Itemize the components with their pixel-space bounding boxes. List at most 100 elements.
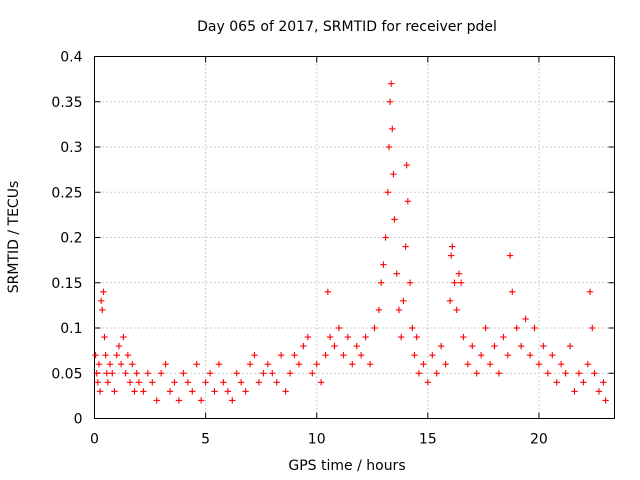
data-point [309, 370, 316, 377]
y-tick-label: 0.4 [60, 50, 82, 66]
data-point [415, 370, 423, 377]
data-point [273, 379, 280, 386]
data-point [317, 379, 325, 386]
data-point [433, 370, 440, 377]
data-point [340, 351, 347, 359]
data-point [384, 189, 392, 196]
data-point [295, 361, 303, 368]
y-tick-label: 0.15 [51, 276, 82, 292]
data-point [562, 370, 569, 377]
data-point [517, 342, 525, 350]
data-point [500, 333, 507, 341]
data-point [99, 306, 106, 314]
data-point [101, 333, 108, 341]
data-point [393, 270, 400, 277]
data-point [106, 361, 114, 368]
data-point [464, 361, 472, 368]
data-point [413, 333, 420, 341]
data-point [442, 361, 449, 368]
y-tick-label: 0.05 [51, 366, 82, 382]
data-point [404, 198, 412, 205]
data-point [255, 379, 263, 386]
data-point [513, 324, 520, 332]
data-point [506, 252, 514, 259]
data-point [322, 351, 329, 359]
data-point [171, 379, 178, 386]
data-point [371, 324, 378, 332]
x-tick-label: 20 [530, 432, 548, 448]
x-tick-label: 5 [201, 432, 210, 448]
data-point [455, 270, 463, 277]
data-point [429, 351, 436, 359]
data-point [291, 351, 298, 359]
data-point [102, 351, 109, 359]
data-point [269, 370, 276, 377]
data-point [446, 297, 454, 305]
data-point [437, 342, 445, 350]
data-points [92, 80, 609, 404]
data-point [460, 333, 467, 341]
data-point [385, 143, 393, 151]
data-point [115, 342, 123, 350]
x-tick-label: 0 [90, 432, 99, 448]
data-point [375, 306, 383, 314]
data-point [453, 306, 460, 314]
data-point [242, 388, 249, 395]
data-point [93, 370, 100, 377]
data-point [149, 379, 156, 386]
data-point [602, 397, 609, 404]
data-point [277, 351, 285, 359]
data-point [403, 161, 410, 169]
data-point [193, 361, 200, 368]
data-point [140, 388, 147, 395]
data-point [544, 370, 552, 377]
y-axis-label: SRMTID / TECUs [6, 181, 22, 294]
data-point [215, 361, 223, 368]
data-point [122, 370, 129, 377]
data-point [104, 379, 112, 386]
data-point [197, 397, 205, 404]
x-axis-label: GPS time / hours [288, 458, 405, 474]
data-point [553, 379, 560, 386]
x-tick-label: 10 [308, 432, 326, 448]
data-point [96, 388, 104, 395]
data-point [449, 243, 456, 250]
data-point [389, 125, 396, 133]
data-point [144, 370, 152, 377]
data-point [357, 351, 365, 359]
axis-ticks: 0 0.05 0.1 0.15 0.2 0.25 0.3 0.35 0.4 0 5 10 15 20 [51, 50, 615, 448]
x-tick-label: 15 [419, 432, 437, 448]
data-point [580, 379, 587, 386]
data-point [126, 379, 134, 386]
data-point [246, 361, 254, 368]
data-point [237, 379, 245, 386]
data-point [406, 279, 414, 286]
data-point [600, 379, 607, 386]
data-point [424, 379, 432, 386]
data-point [586, 288, 594, 295]
data-point [113, 351, 120, 359]
data-point [264, 361, 272, 368]
data-point [124, 351, 132, 359]
y-tick-label: 0.25 [51, 185, 82, 201]
data-point [451, 279, 458, 286]
data-point [133, 370, 140, 377]
data-point [571, 388, 578, 395]
data-point [135, 379, 143, 386]
data-point [409, 324, 416, 332]
data-point [97, 297, 105, 305]
y-tick-label: 0 [74, 412, 83, 428]
data-point [162, 361, 169, 368]
data-point [566, 342, 574, 350]
data-point [286, 370, 294, 377]
data-point [557, 361, 565, 368]
data-point [504, 351, 512, 359]
y-tick-label: 0.1 [60, 321, 82, 337]
data-point [206, 370, 214, 377]
data-point [395, 306, 403, 314]
y-tick-label: 0.3 [60, 140, 82, 156]
y-tick-label: 0.35 [51, 95, 82, 111]
data-point [180, 370, 187, 377]
data-point [111, 388, 118, 395]
